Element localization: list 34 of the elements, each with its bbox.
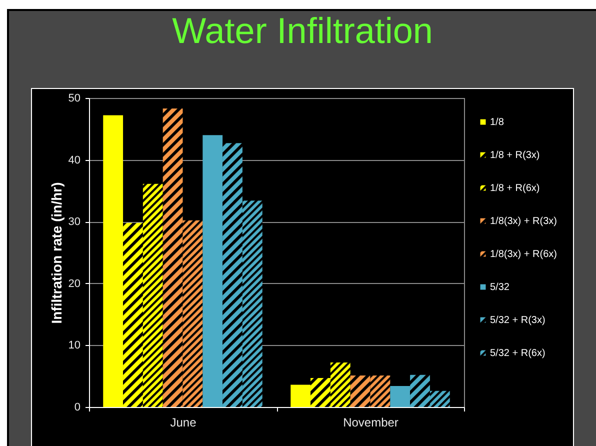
legend-label: 1/8(3x) + R(3x) bbox=[490, 216, 557, 227]
bar bbox=[242, 200, 262, 407]
bar bbox=[290, 384, 311, 407]
y-tick-label: 10 bbox=[68, 340, 80, 352]
bar bbox=[182, 220, 203, 407]
y-tick-label: 20 bbox=[68, 278, 80, 290]
bar bbox=[222, 143, 242, 407]
bar bbox=[430, 390, 450, 407]
y-tick-label: 50 bbox=[68, 92, 80, 104]
bar bbox=[410, 374, 430, 407]
x-tick-label: November bbox=[343, 416, 398, 430]
bar bbox=[142, 184, 163, 407]
legend-label: 5/32 + R(3x) bbox=[490, 315, 546, 326]
y-axis-title: Infiltration rate (in/hr) bbox=[48, 182, 64, 324]
x-tick-label: June bbox=[170, 416, 197, 430]
bar bbox=[202, 135, 223, 407]
bar bbox=[310, 378, 330, 407]
legend-label: 1/8 bbox=[490, 117, 504, 128]
legend-label: 5/32 bbox=[490, 282, 510, 293]
bar bbox=[350, 375, 370, 407]
bar bbox=[123, 222, 143, 407]
legend-label: 1/8 + R(6x) bbox=[490, 183, 540, 194]
bar bbox=[330, 362, 350, 407]
bar bbox=[162, 108, 183, 407]
bar bbox=[103, 115, 124, 407]
chart-title: Water Infiltration bbox=[172, 10, 433, 51]
y-tick-label: 30 bbox=[68, 216, 80, 228]
bar bbox=[390, 386, 410, 407]
legend-label: 5/32 + R(6x) bbox=[490, 348, 546, 359]
y-tick-label: 40 bbox=[68, 154, 80, 166]
bar bbox=[370, 375, 390, 407]
y-tick-label: 0 bbox=[74, 402, 80, 414]
legend-label: 1/8 + R(3x) bbox=[490, 150, 540, 161]
legend-label: 1/8(3x) + R(6x) bbox=[490, 249, 557, 260]
